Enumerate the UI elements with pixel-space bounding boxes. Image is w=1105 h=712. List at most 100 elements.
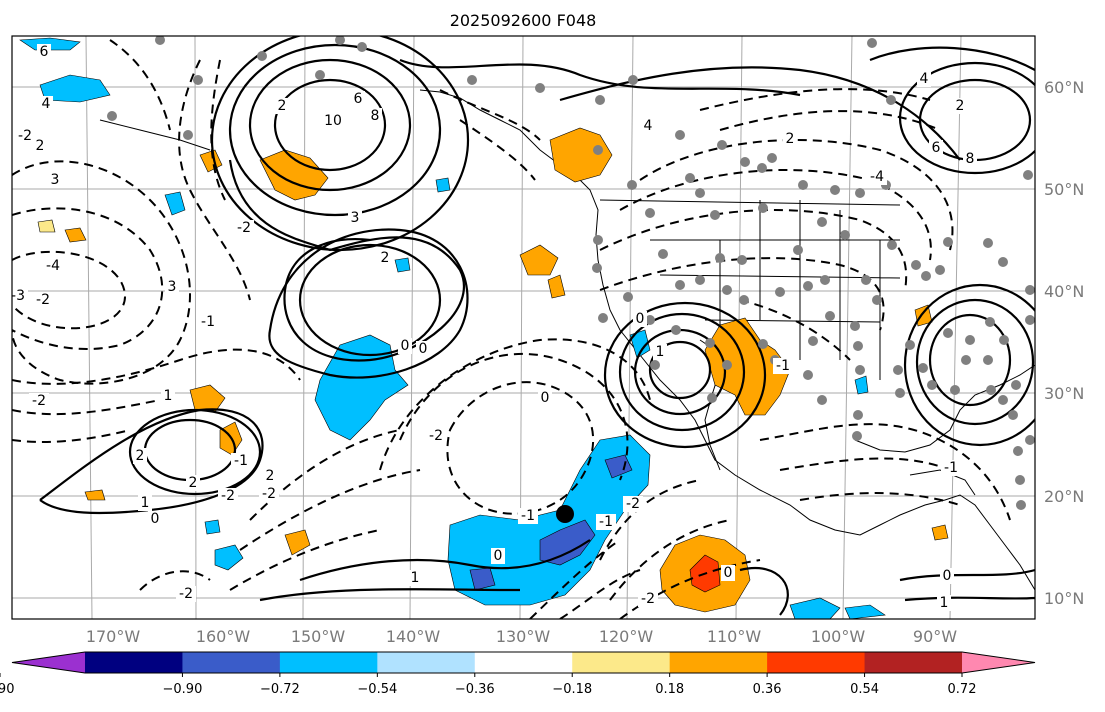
shading-positive <box>704 317 791 416</box>
colorbar-segment <box>377 652 476 673</box>
contour-label-background <box>408 570 422 586</box>
contour-label: 3 <box>351 210 360 226</box>
shading-negative <box>394 257 411 273</box>
shading-positive <box>64 227 87 243</box>
contour-label-background <box>518 508 538 524</box>
contour-label: -1 <box>944 460 958 476</box>
colorbar-tick-label: 0.54 <box>850 682 879 697</box>
longitude-label: 140°W <box>386 627 441 646</box>
colorbar-segment <box>182 652 281 673</box>
colorbar-segment <box>474 652 573 673</box>
contour-label-background <box>633 311 647 327</box>
contour-label-background <box>623 496 643 512</box>
contour-label: -2 <box>221 488 235 504</box>
colorbar-tick-label: −0.54 <box>357 682 397 697</box>
contour-label-background <box>138 495 152 511</box>
colorbar-extend-low <box>12 652 85 673</box>
contour-label-background <box>721 565 735 581</box>
contour-label: -2 <box>32 393 46 409</box>
contour-label-background <box>323 113 343 129</box>
colorbar: −0.90 −0.72 −0.54 −0.36 −0.18 0.18 0.36 0.54 0.7… <box>0 651 1036 697</box>
shading-positive <box>547 274 566 299</box>
contour-label: -4 <box>870 169 884 185</box>
shading-positive <box>189 384 226 413</box>
contour-label-background <box>148 511 162 527</box>
latitude-label: 60°N <box>1044 78 1084 97</box>
contour-label-background <box>538 390 552 406</box>
shading-positive <box>284 529 311 556</box>
contour-label: -2 <box>237 220 251 236</box>
contour-label: 2 <box>36 138 45 154</box>
shading-weak-positive <box>37 219 56 233</box>
colorbar-tick-label: −0.18 <box>552 682 592 697</box>
contour-label-background <box>351 91 365 107</box>
contour-label-background <box>176 586 196 602</box>
contour-label-background <box>198 314 218 330</box>
shading-negative <box>629 329 651 359</box>
contour-label: 2 <box>786 131 795 147</box>
colorbar-tick-label: 0.36 <box>753 682 782 697</box>
contour-label-background <box>963 151 977 167</box>
chart-title: 2025092600 F048 <box>450 11 597 30</box>
contour-label-background <box>596 514 616 530</box>
colorbar-tick-label: 0.90 <box>0 682 14 697</box>
contour-label: -1 <box>234 453 248 469</box>
contour-label: 1 <box>940 595 949 611</box>
solid-contours <box>39 36 1035 616</box>
map-frame <box>11 35 1036 620</box>
contour-label: 0 <box>151 511 160 527</box>
longitude-labels: 170°W 160°W 150°W 140°W 130°W 120°W 110°W 100°W… <box>86 627 957 646</box>
longitude-label: 110°W <box>707 627 762 646</box>
contour-label: 2 <box>278 98 287 114</box>
contour-label-background <box>33 138 47 154</box>
colorbar-segment <box>767 652 866 673</box>
colorbar-segment <box>864 652 963 673</box>
shading-strong-negative <box>469 567 496 591</box>
contour-label: 1 <box>656 344 665 360</box>
contour-label-background <box>941 460 961 476</box>
contour-label-background <box>940 568 954 584</box>
contour-label: -2 <box>179 586 193 602</box>
contour-label: 0 <box>724 565 733 581</box>
shading-strong-negative <box>604 454 633 479</box>
contour-label: -3 <box>11 288 25 304</box>
latitude-labels: 60°N 50°N 40°N 30°N 20°N 10°N <box>1044 78 1084 608</box>
longitude-label: 130°W <box>496 627 551 646</box>
contour-label-background <box>161 388 175 404</box>
contour-label: 4 <box>42 96 51 112</box>
contour-label-background <box>867 169 887 185</box>
contour-label: 0 <box>636 311 645 327</box>
contour-label-background <box>15 128 35 144</box>
contour-label-background <box>783 131 797 147</box>
contour-label-background <box>929 140 943 156</box>
target-location-marker <box>556 505 574 523</box>
contour-label-background <box>368 108 382 124</box>
contour-label: 0 <box>401 338 410 354</box>
contour-label-background <box>234 220 254 236</box>
colorbar-segment <box>572 652 671 673</box>
contour-label: 8 <box>371 108 380 124</box>
contour-label-background <box>33 292 53 308</box>
contour-label-background <box>29 393 49 409</box>
contour-label: -1 <box>521 508 535 524</box>
contour-label: 2 <box>136 448 145 464</box>
contour-label: 1 <box>411 570 420 586</box>
shading-negative <box>204 519 221 535</box>
contour-label: 0 <box>494 548 503 564</box>
shading-negative <box>854 375 869 395</box>
contour-label: -2 <box>429 428 443 444</box>
contour-label-background <box>348 210 362 226</box>
contour-label-background <box>653 344 667 360</box>
contour-label-background <box>218 488 238 504</box>
latitude-label: 20°N <box>1044 487 1084 506</box>
contour-label: 4 <box>920 71 929 87</box>
contour-label: -2 <box>626 496 640 512</box>
contour-label-background <box>416 341 430 357</box>
shading-negative <box>314 334 409 441</box>
contour-label: -2 <box>262 486 276 502</box>
contour-label-background <box>39 96 53 112</box>
contour-label: -2 <box>36 292 50 308</box>
contour-label: 0 <box>419 341 428 357</box>
contour-label-background <box>231 453 251 469</box>
